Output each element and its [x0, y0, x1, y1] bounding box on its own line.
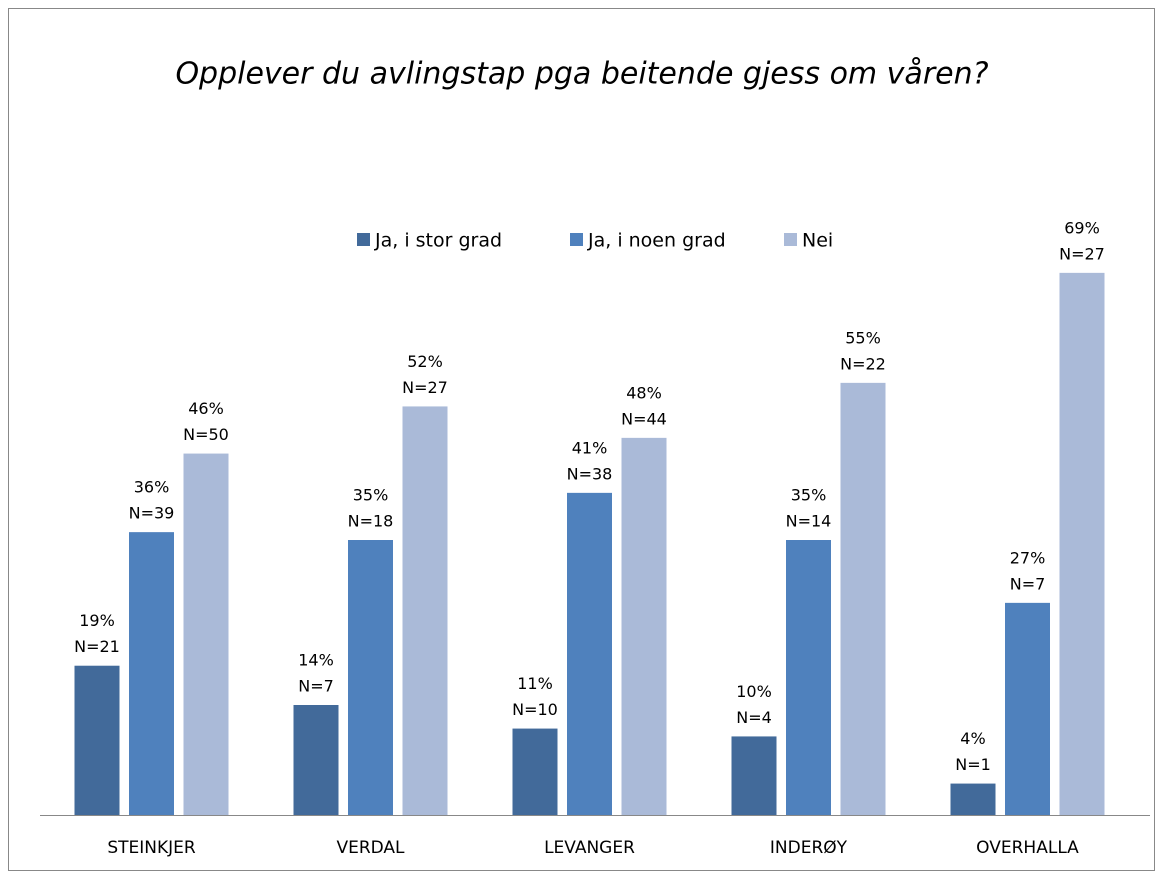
bar — [183, 453, 229, 815]
legend-swatch — [357, 233, 370, 246]
n-label: N=27 — [402, 378, 448, 397]
legend-swatch — [570, 233, 583, 246]
chart-title: Opplever du avlingstap pga beitende gjes… — [175, 57, 988, 92]
value-label: 41% — [572, 438, 608, 457]
bar — [840, 382, 886, 815]
bar — [293, 705, 339, 815]
value-label: 10% — [736, 682, 772, 701]
value-label: 19% — [79, 611, 115, 630]
bar — [129, 532, 174, 815]
bar — [731, 736, 777, 815]
x-tick-label: OVERHALLA — [976, 838, 1079, 858]
n-label: N=7 — [298, 677, 334, 696]
bar — [512, 728, 558, 815]
n-label: N=21 — [74, 637, 120, 656]
value-label: 14% — [298, 651, 334, 670]
legend-label: Ja, i noen grad — [587, 230, 726, 252]
x-tick-label: LEVANGER — [544, 838, 635, 858]
legend-label: Ja, i stor grad — [374, 230, 502, 252]
value-label: 36% — [134, 478, 170, 497]
x-tick-label: VERDAL — [336, 838, 405, 858]
legend-swatch — [784, 233, 797, 246]
value-label: 52% — [407, 352, 443, 371]
value-label: 4% — [960, 729, 985, 748]
bar — [621, 437, 667, 815]
x-tick-label: INDERØY — [770, 838, 848, 858]
n-label: N=38 — [567, 464, 613, 483]
bar — [402, 406, 448, 815]
n-label: N=4 — [736, 708, 772, 727]
bar — [786, 540, 831, 815]
value-label: 69% — [1064, 218, 1100, 237]
value-label: 35% — [791, 486, 827, 505]
n-label: N=14 — [786, 512, 832, 531]
bar — [567, 492, 612, 815]
n-label: N=39 — [129, 504, 175, 523]
bar — [1005, 602, 1050, 815]
value-label: 46% — [188, 399, 224, 418]
bar — [950, 783, 996, 815]
n-label: N=22 — [840, 354, 886, 373]
n-label: N=7 — [1010, 574, 1046, 593]
bar — [74, 665, 120, 815]
legend-label: Nei — [802, 230, 833, 252]
x-tick-label: STEINKJER — [107, 838, 196, 858]
n-label: N=44 — [621, 409, 667, 428]
n-label: N=1 — [955, 755, 991, 774]
bar — [348, 540, 393, 815]
bar — [1059, 272, 1105, 815]
n-label: N=10 — [512, 700, 558, 719]
value-label: 27% — [1010, 548, 1046, 567]
value-label: 55% — [845, 328, 881, 347]
n-label: N=18 — [348, 512, 394, 531]
value-label: 11% — [517, 674, 553, 693]
value-label: 48% — [626, 383, 662, 402]
n-label: N=27 — [1059, 244, 1105, 263]
n-label: N=50 — [183, 425, 229, 444]
value-label: 35% — [353, 486, 389, 505]
